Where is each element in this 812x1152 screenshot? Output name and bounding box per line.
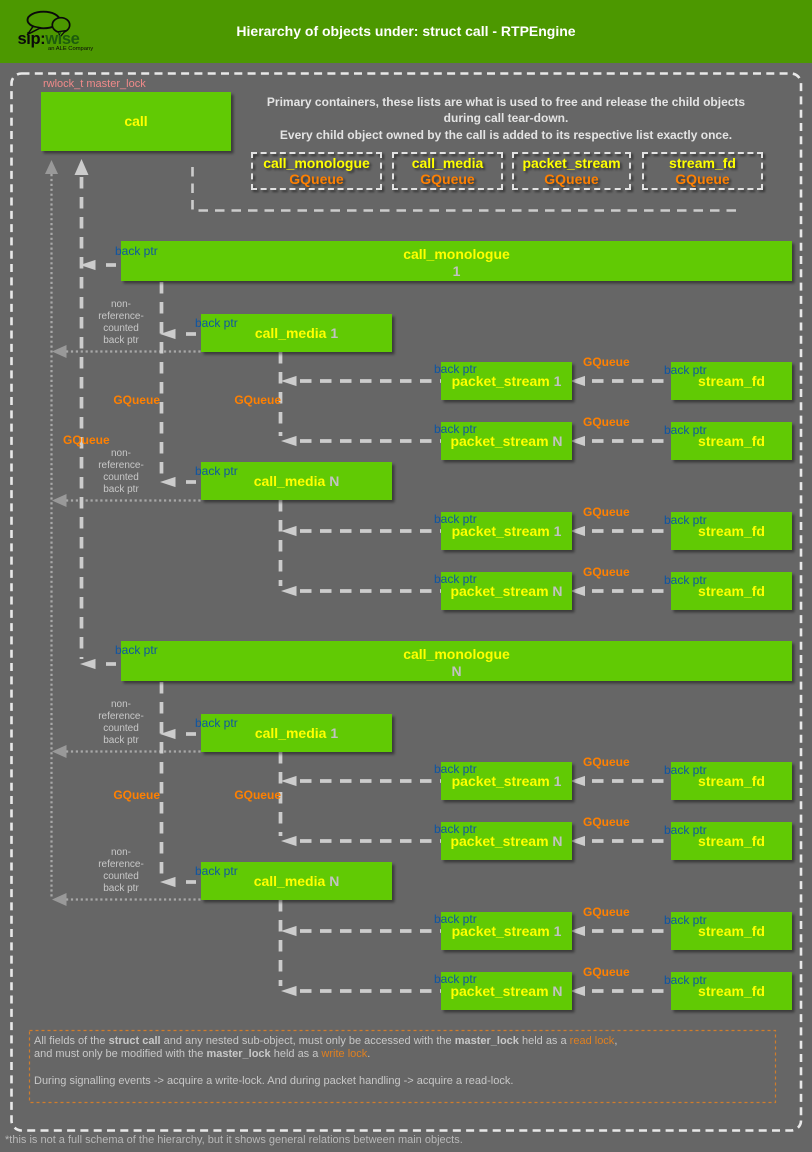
svg-text:an ALE Company: an ALE Company: [48, 46, 93, 52]
svg-text:sip:wise: sip:wise: [18, 30, 80, 48]
